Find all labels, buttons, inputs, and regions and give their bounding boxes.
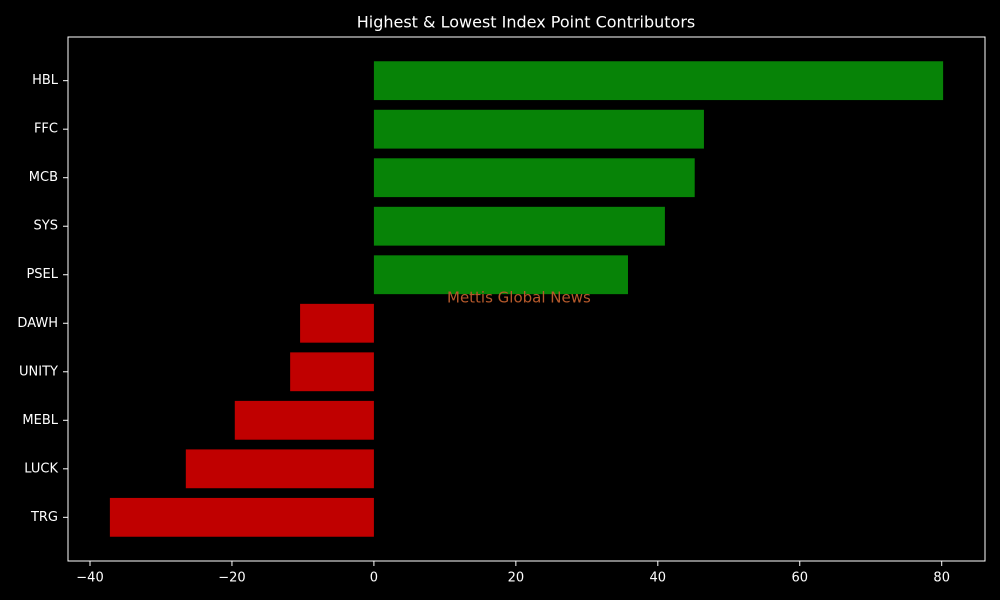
bar	[373, 109, 704, 149]
x-tick-label: 20	[508, 571, 525, 586]
x-tick-label: −20	[218, 571, 245, 586]
bar	[290, 352, 374, 392]
bar	[373, 158, 695, 198]
bar	[234, 400, 374, 440]
y-tick-label: MCB	[29, 170, 58, 185]
y-tick-label: SYS	[34, 219, 58, 234]
x-tick-label: −40	[76, 571, 103, 586]
x-tick-label: 80	[933, 571, 950, 586]
bar	[185, 449, 374, 489]
x-tick-label: 0	[370, 571, 378, 586]
chart-title: Highest & Lowest Index Point Contributor…	[357, 13, 696, 32]
bar	[373, 61, 944, 101]
x-tick-label: 60	[791, 571, 808, 586]
y-tick-label: LUCK	[24, 461, 58, 476]
y-tick-label: FFC	[34, 122, 58, 137]
bar	[300, 303, 374, 343]
y-tick-label: DAWH	[17, 316, 58, 331]
bar	[109, 497, 374, 537]
y-tick-label: HBL	[32, 73, 59, 88]
plot-frame	[67, 36, 986, 562]
x-tick-label: 40	[650, 571, 667, 586]
y-tick-label: PSEL	[26, 267, 58, 282]
bar	[373, 255, 628, 295]
y-tick-label: UNITY	[19, 364, 58, 379]
bar	[373, 206, 665, 246]
y-tick-label: TRG	[30, 510, 58, 525]
annotation: Mettis Global News	[447, 289, 591, 307]
y-tick-label: MEBL	[22, 413, 58, 428]
